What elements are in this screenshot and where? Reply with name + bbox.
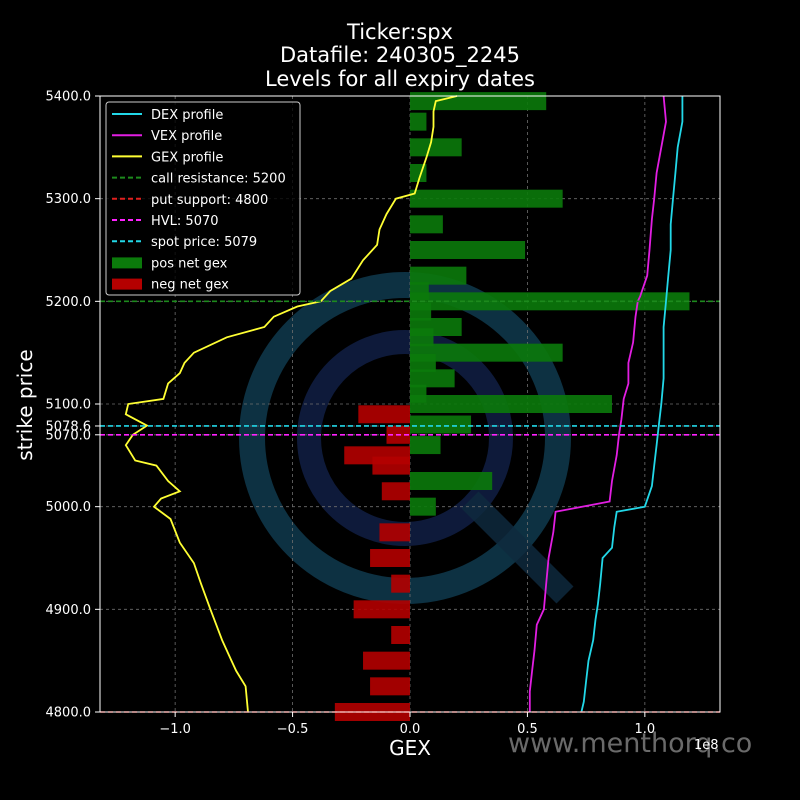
legend-swatch-patch <box>112 257 142 269</box>
chart-title-line-1: Ticker:spx <box>347 20 453 44</box>
pos-gex-bar <box>410 328 434 347</box>
y-tick-label: 5100.0 <box>46 398 92 413</box>
x-tick-label: 0.0 <box>400 722 421 737</box>
logo-tail <box>461 491 574 604</box>
x-tick-label: 1.0 <box>635 722 656 737</box>
legend-label: neg net gex <box>151 278 229 293</box>
legend-swatch-patch <box>112 278 142 290</box>
pos-gex-bar <box>410 241 526 259</box>
y-tick-label: 5200.0 <box>46 295 92 310</box>
pos-gex-bar <box>410 215 443 234</box>
legend-label: GEX profile <box>151 150 223 165</box>
pos-gex-bar <box>410 138 462 157</box>
neg-gex-bar <box>358 405 410 424</box>
y-tick-label: 5300.0 <box>46 192 92 207</box>
pos-gex-bar <box>410 112 427 131</box>
pos-gex-bar <box>410 497 436 516</box>
neg-gex-bar <box>372 456 410 475</box>
watermark-text: www.menthorq.co <box>508 728 753 759</box>
y-tick-label: 5078.6 <box>46 419 92 434</box>
legend-label: put support: 4800 <box>151 193 268 208</box>
x-tick-label: −0.5 <box>277 722 309 737</box>
x-axis-label: GEX <box>389 736 431 760</box>
legend-label: call resistance: 5200 <box>151 172 286 187</box>
x-tick-label: −1.0 <box>159 722 191 737</box>
pos-gex-bar <box>410 353 436 372</box>
x-axis-offset-label: 1e8 <box>694 738 719 753</box>
y-tick-label: 4800.0 <box>46 706 92 721</box>
neg-gex-bar <box>370 677 410 696</box>
neg-gex-bar <box>391 626 410 644</box>
gex-profile-line <box>124 95 458 713</box>
pos-gex-bar <box>410 343 563 362</box>
legend-label: spot price: 5079 <box>151 235 257 250</box>
legend-label: HVL: 5070 <box>151 214 219 229</box>
legend-box <box>105 101 301 296</box>
pos-gex-bar <box>410 92 547 111</box>
y-tick-label: 5000.0 <box>46 500 92 515</box>
pos-gex-bar <box>410 436 441 455</box>
legend-label: DEX profile <box>151 108 223 123</box>
y-tick-label: 4900.0 <box>46 603 92 618</box>
dex-profile-line <box>580 96 684 713</box>
chart-title-line-2: Datafile: 240305_2245 <box>280 43 520 67</box>
pos-gex-bar <box>410 189 563 208</box>
neg-gex-bar <box>370 549 410 567</box>
y-axis-label: strike price <box>13 349 37 461</box>
neg-gex-bar <box>353 600 410 619</box>
x-tick-label: 0.5 <box>517 722 538 737</box>
pos-gex-bar <box>410 302 432 321</box>
neg-gex-bar <box>391 574 410 593</box>
y-tick-label: 5070.0 <box>46 428 92 443</box>
legend-label: VEX profile <box>151 129 222 144</box>
chart-title-line-3: Levels for all expiry dates <box>265 67 535 91</box>
neg-gex-bar <box>381 482 410 501</box>
legend-label: pos net gex <box>151 256 228 271</box>
neg-gex-bar <box>379 523 410 542</box>
pos-gex-bar <box>410 415 472 434</box>
pos-gex-bar <box>410 395 612 413</box>
pos-gex-bar <box>410 266 467 285</box>
neg-gex-bar <box>363 651 410 670</box>
pos-gex-bar <box>410 472 493 490</box>
vex-profile-line <box>528 95 667 712</box>
pos-gex-bar <box>410 369 455 388</box>
y-tick-label: 5400.0 <box>46 90 92 105</box>
